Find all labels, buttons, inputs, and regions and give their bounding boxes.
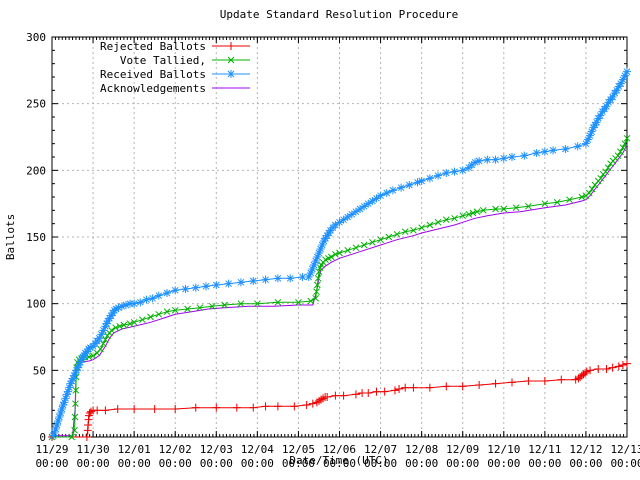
y-tick-label: 50: [33, 364, 46, 377]
x-tick-label-time: 00:00: [35, 457, 68, 470]
tick-labels: 05010015020025030011/2900:0011/3000:0012…: [26, 31, 640, 470]
x-tick-label-time: 00:00: [159, 457, 192, 470]
x-tick-label-time: 00:00: [610, 457, 640, 470]
legend-item-acknowledgements: Acknowledgements: [100, 82, 250, 95]
x-tick-label-date: 12/11: [528, 443, 561, 456]
x-tick-label-date: 12/06: [323, 443, 356, 456]
y-axis-label: Ballots: [4, 214, 17, 260]
x-tick-label-date: 12/01: [118, 443, 151, 456]
x-tick-label-date: 11/30: [77, 443, 110, 456]
y-tick-label: 250: [26, 98, 46, 111]
series-markers: [49, 67, 631, 440]
series-line: [52, 363, 628, 438]
y-tick-label: 0: [39, 431, 46, 444]
x-tick-label-time: 00:00: [487, 457, 520, 470]
gridlines: [52, 37, 627, 437]
x-tick-label-date: 12/12: [569, 443, 602, 456]
series-markers: [48, 359, 631, 441]
chart-title: Update Standard Resolution Procedure: [220, 8, 458, 21]
x-tick-label-date: 12/04: [241, 443, 274, 456]
legend-marker-plus-icon: [227, 42, 235, 50]
x-tick-label-date: 12/05: [282, 443, 315, 456]
legend-item-rejected-ballots: Rejected Ballots: [100, 40, 250, 53]
x-tick-label-time: 00:00: [241, 457, 274, 470]
x-tick-label-date: 12/10: [487, 443, 520, 456]
legend-label: Rejected Ballots: [100, 40, 206, 53]
legend-label: Received Ballots: [100, 68, 206, 81]
x-tick-label-date: 12/03: [200, 443, 233, 456]
x-tick-label-time: 00:00: [528, 457, 561, 470]
x-tick-label-date: 12/13: [610, 443, 640, 456]
y-tick-label: 150: [26, 231, 46, 244]
y-tick-label: 100: [26, 298, 46, 311]
legend-item-received-ballots: Received Ballots: [100, 68, 250, 81]
x-tick-label-time: 00:00: [200, 457, 233, 470]
x-tick-label-date: 12/07: [364, 443, 397, 456]
series-markers: [48, 134, 631, 441]
legend-label: Vote Tallied,: [120, 54, 206, 67]
series-vote-tallied: [48, 134, 631, 441]
x-axis-label: Date/Time (UTC): [289, 454, 388, 467]
y-tick-label: 300: [26, 31, 46, 44]
x-tick-label-date: 11/29: [35, 443, 68, 456]
x-tick-label-time: 00:00: [282, 457, 315, 470]
x-tick-label-date: 12/08: [405, 443, 438, 456]
series-received-ballots: [49, 67, 631, 440]
x-tick-label-time: 00:00: [405, 457, 438, 470]
x-tick-label-date: 12/09: [446, 443, 479, 456]
x-tick-label-time: 00:00: [569, 457, 602, 470]
axes: [51, 36, 628, 438]
plot-dynamic-content: 05010015020025030011/2900:0011/3000:0012…: [26, 31, 640, 470]
x-tick-label-time: 00:00: [364, 457, 397, 470]
legend-marker-cross-icon: [227, 56, 235, 64]
legend-marker-star-icon: [227, 70, 235, 78]
x-tick-label-date: 12/02: [159, 443, 192, 456]
y-tick-label: 200: [26, 164, 46, 177]
x-tick-label-time: 00:00: [118, 457, 151, 470]
series-rejected-ballots: [48, 359, 631, 441]
x-tick-label-time: 00:00: [77, 457, 110, 470]
legend-item-vote-tallied: Vote Tallied,: [120, 54, 250, 67]
x-tick-label-time: 00:00: [323, 457, 356, 470]
legend-label: Acknowledgements: [100, 82, 206, 95]
x-tick-label-time: 00:00: [446, 457, 479, 470]
